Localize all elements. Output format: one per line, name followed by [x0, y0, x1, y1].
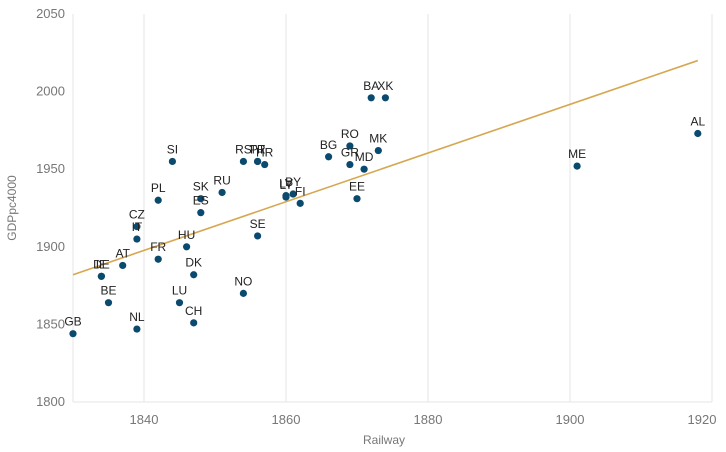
point-label-mk: MK	[369, 132, 387, 146]
point-label-nl: NL	[129, 310, 145, 324]
point-label-lv: LV	[279, 177, 293, 191]
data-point-pl	[154, 196, 162, 204]
point-label-bg: BG	[320, 138, 337, 152]
data-point-es	[197, 209, 205, 217]
data-point-at	[119, 261, 127, 270]
point-label-xk: XK	[377, 79, 393, 93]
point-label-es: ES	[193, 194, 209, 208]
point-label-pt: PT	[250, 142, 266, 156]
point-label-de: DE	[93, 257, 110, 271]
point-label-at: AT	[115, 246, 130, 260]
data-point-lu	[175, 299, 184, 307]
point-label-ro: RO	[341, 127, 359, 141]
x-tick-labels: 1840 1860 1880 1900 1920	[130, 412, 717, 427]
point-label-si: SI	[167, 142, 178, 156]
point-label-dk: DK	[185, 256, 202, 270]
point-label-no: NO	[234, 274, 252, 288]
point-label-it: IT	[132, 220, 143, 234]
point-label-gb: GB	[64, 315, 81, 329]
y-tick-label: 1900	[36, 239, 65, 254]
point-label-ru: RU	[213, 173, 230, 187]
data-point-hr	[261, 160, 269, 169]
data-point-gr	[346, 160, 354, 169]
data-point-si	[168, 157, 176, 166]
y-tick-label: 1950	[36, 161, 65, 176]
point-label-ba: BA	[363, 79, 379, 93]
y-tick-label: 1800	[36, 394, 65, 409]
data-point-nl	[133, 325, 141, 333]
point-label-se: SE	[250, 217, 266, 231]
point-label-hu: HU	[178, 228, 195, 242]
data-point-pt	[254, 157, 262, 166]
data-point-de	[97, 272, 105, 280]
data-point-ro	[346, 142, 354, 150]
trend-line	[72, 59, 699, 276]
point-label-gr: GR	[341, 146, 359, 160]
point-label-ee: EE	[349, 180, 365, 194]
x-tick-label: 1920	[688, 412, 717, 427]
y-tick-label: 2050	[36, 6, 65, 21]
y-tick-label: 1850	[36, 316, 65, 331]
data-point-fr	[154, 255, 162, 263]
data-point-cz	[133, 223, 141, 231]
point-label-fi: FI	[295, 184, 306, 198]
data-point-by	[289, 190, 297, 198]
data-point-rs	[239, 157, 247, 166]
grid-lines	[72, 14, 713, 402]
point-label-ie: IE	[96, 257, 107, 271]
data-point-ba	[367, 94, 375, 102]
data-point-ru	[218, 188, 226, 197]
x-tick-label: 1880	[414, 412, 443, 427]
data-points	[69, 94, 702, 338]
point-label-sk: SK	[193, 180, 209, 194]
data-point-dk	[190, 271, 198, 279]
data-point-no	[239, 289, 247, 297]
data-point-xk	[381, 94, 389, 102]
data-point-mk	[374, 146, 382, 155]
data-point-al	[694, 129, 702, 138]
data-point-me	[573, 162, 581, 170]
data-point-lt	[282, 193, 290, 201]
data-point-hu	[183, 243, 191, 251]
x-tick-label: 1840	[130, 412, 159, 427]
x-axis-title: Railway	[363, 433, 405, 447]
point-label-tr: TR	[250, 142, 266, 156]
y-tick-label: 2000	[36, 84, 65, 99]
y-tick-labels: 1800 1850 1900 1950 2000 2050	[36, 6, 65, 409]
data-point-gb	[69, 330, 77, 338]
data-point-ee	[353, 195, 361, 203]
point-label-md: MD	[355, 150, 374, 164]
y-axis-title: GDPpc4000	[5, 175, 19, 241]
point-label-by: BY	[285, 175, 301, 189]
data-point-bg	[325, 153, 333, 161]
point-label-al: AL	[690, 115, 705, 129]
point-label-me: ME	[568, 147, 586, 161]
point-label-be: BE	[100, 284, 116, 298]
point-label-cz: CZ	[129, 208, 145, 222]
point-label-hr: HR	[256, 146, 274, 160]
point-label-lu: LU	[172, 284, 187, 298]
data-point-it	[133, 235, 141, 243]
data-point-md	[360, 165, 368, 173]
data-point-sk	[197, 195, 205, 203]
point-label-fr: FR	[150, 240, 166, 254]
x-tick-label: 1900	[556, 412, 585, 427]
point-label-lt: LT	[279, 178, 293, 192]
data-point-ch	[190, 319, 198, 327]
point-label-rs: RS	[235, 142, 252, 156]
point-label-ch: CH	[185, 304, 202, 318]
data-point-fi	[296, 199, 304, 207]
point-label-pl: PL	[151, 181, 166, 195]
data-point-se	[254, 232, 262, 240]
x-tick-label: 1860	[272, 412, 301, 427]
data-point-be	[104, 299, 113, 307]
